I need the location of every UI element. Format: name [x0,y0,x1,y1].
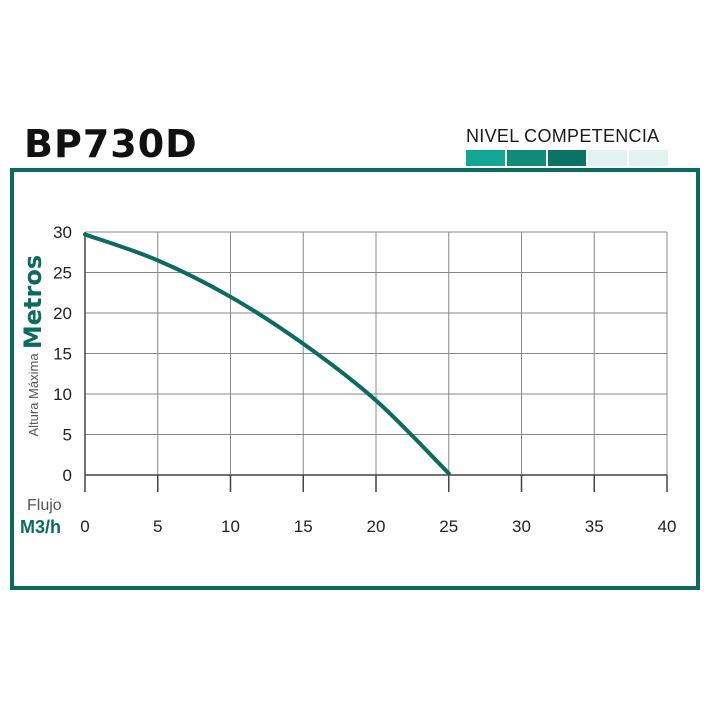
x-tick-label: 25 [439,517,458,536]
x-tick-label: 0 [80,517,89,536]
competence-segment-filled [506,150,546,166]
x-tick-label: 35 [585,517,604,536]
x-tick-label: 15 [294,517,313,536]
x-tick-label: 40 [658,517,677,536]
x-tick-label: 5 [153,517,162,536]
y-tick-label: 20 [53,304,72,323]
y-axis-label-small: Altura Máxima [26,353,41,437]
y-tick-label: 10 [53,385,72,404]
y-tick-label: 15 [53,345,72,364]
competence-segment-empty [629,150,668,166]
competence-bar [466,150,668,166]
x-tick-label: 10 [221,517,240,536]
competence-label: NIVEL COMPETENCIA [466,126,660,146]
y-tick-label: 0 [63,466,72,485]
x-axis-label-big: M3/h [20,517,61,537]
competence-segment-filled [466,150,505,166]
x-axis-label-small: Flujo [27,497,62,514]
y-tick-label: 30 [53,223,72,242]
competence-segment-filled [547,150,587,166]
y-axis-label-big: Metros [19,255,47,349]
x-tick-label: 20 [367,517,386,536]
competence-level: NIVEL COMPETENCIA [466,126,668,166]
y-tick-label: 25 [53,264,72,283]
pump-curve-line [83,232,451,476]
chart-frame [10,168,700,590]
x-tick-label: 30 [512,517,531,536]
y-tick-label: 5 [63,426,72,445]
competence-segment-empty [588,150,628,166]
chart-title: BP730D [24,122,198,166]
